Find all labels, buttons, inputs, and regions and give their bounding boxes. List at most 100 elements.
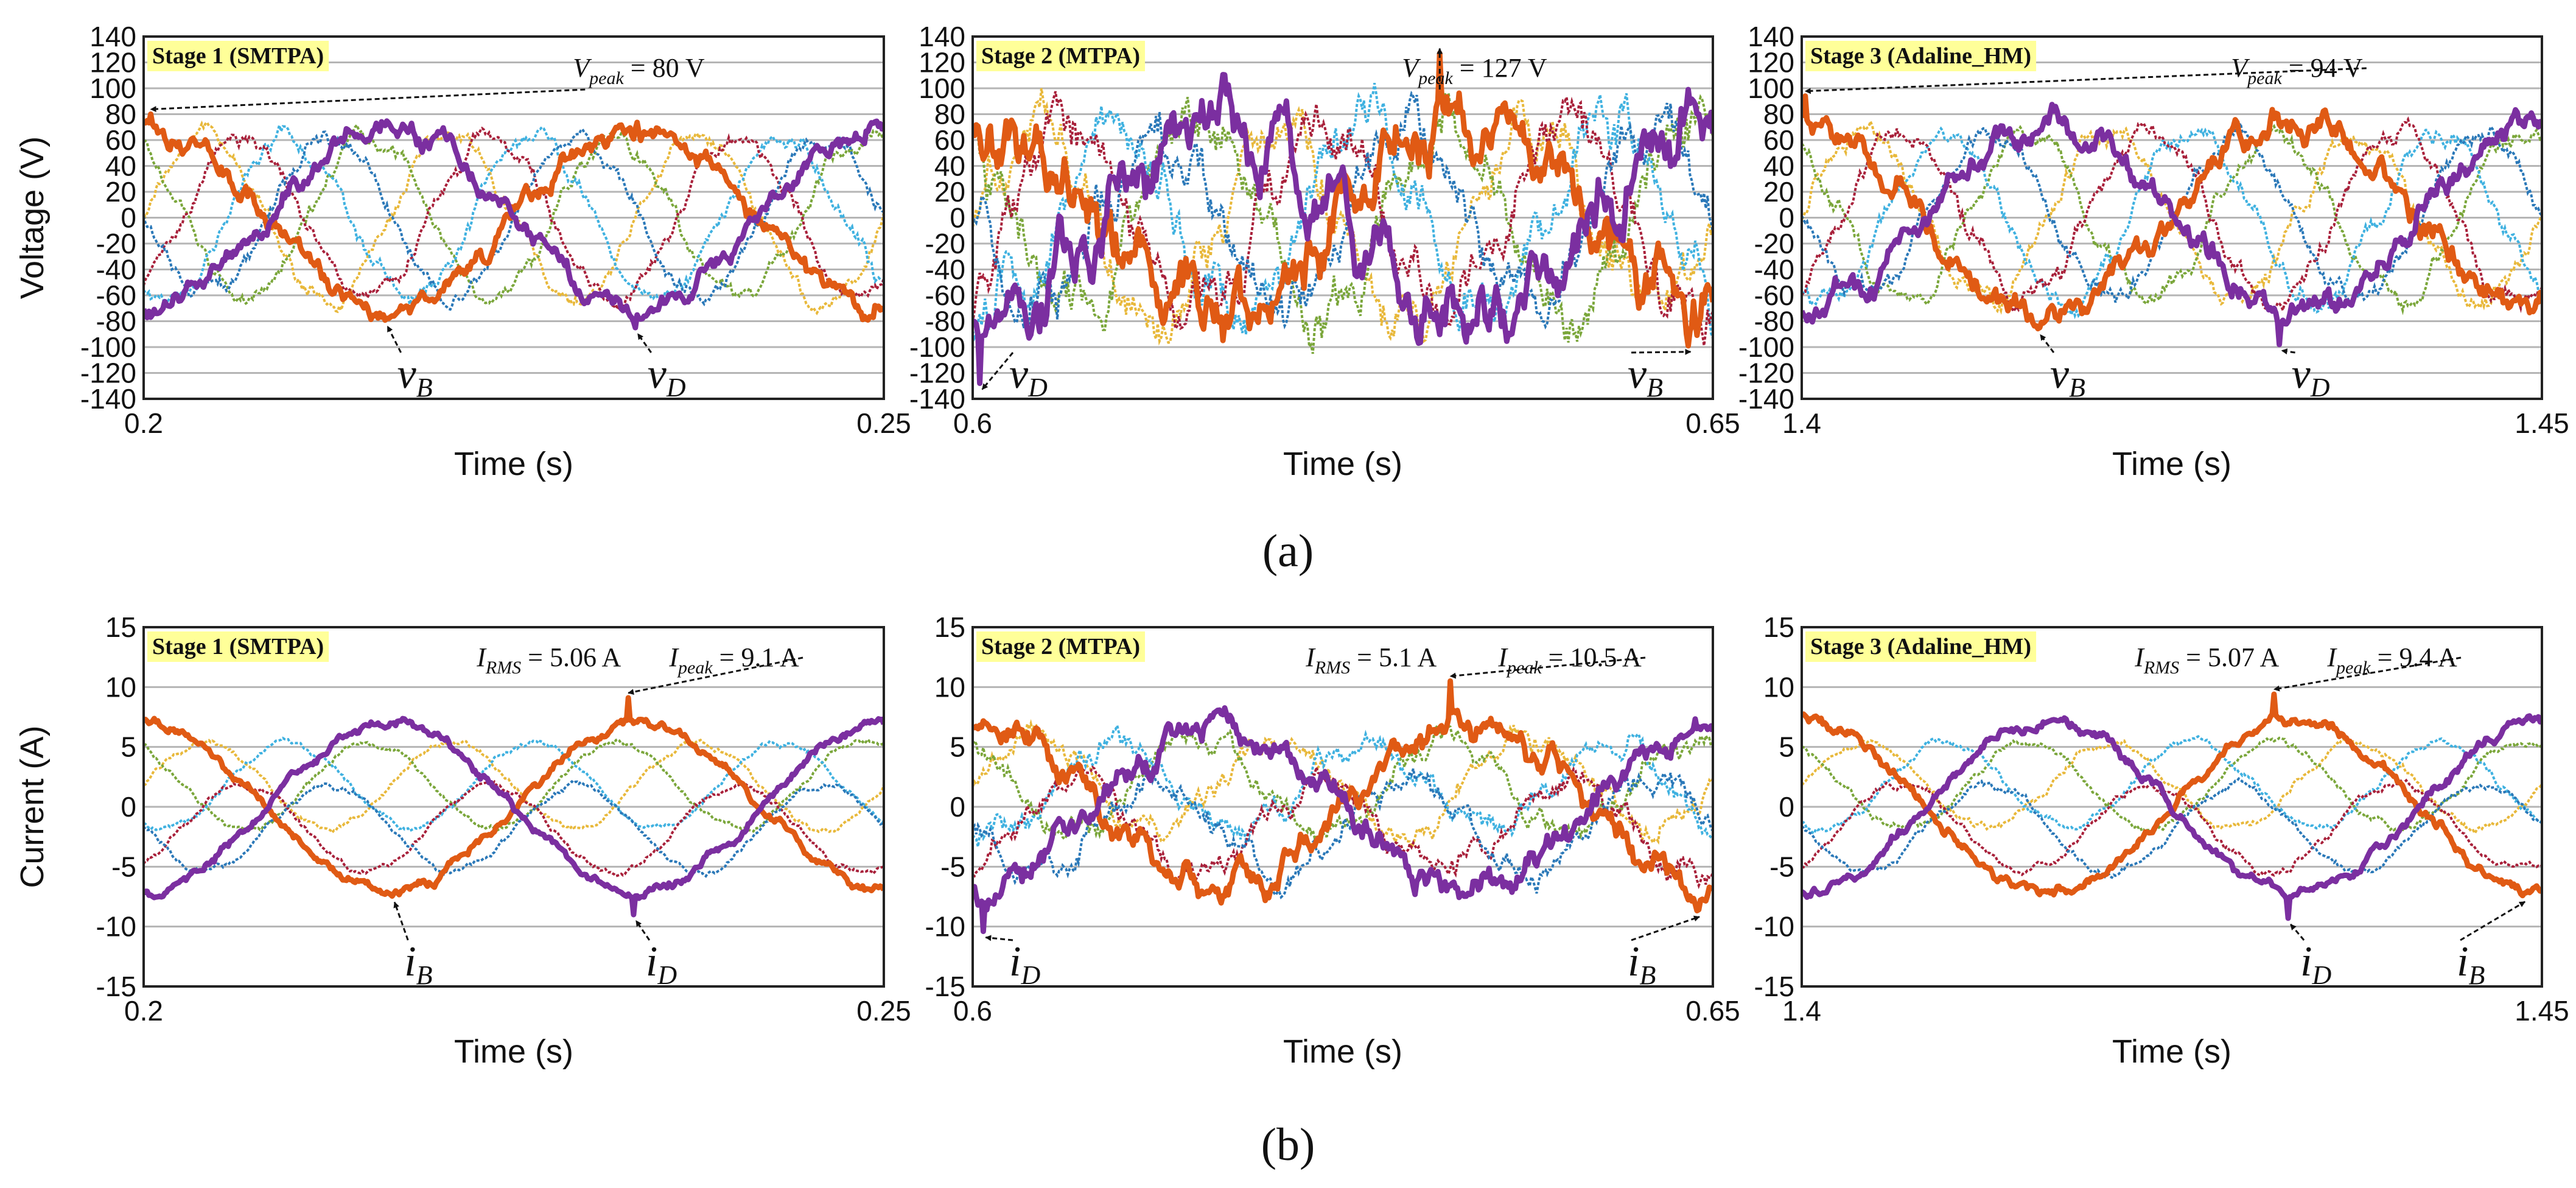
- y-tick-label: 100: [919, 72, 965, 104]
- stage-label: Stage 2 (MTPA): [981, 43, 1140, 69]
- signal-label-vd: vD: [1009, 351, 1048, 402]
- series-phase-d: [973, 705, 1713, 934]
- stage-label-bg: [147, 41, 329, 71]
- y-axis-title: Current (A): [14, 725, 51, 888]
- y-tick-label: 120: [919, 47, 965, 79]
- y-tick-label: 15: [105, 611, 136, 643]
- y-tick-label: -5: [111, 851, 136, 882]
- signal-label-ib: iB: [1628, 938, 1656, 990]
- signal-label-ib: iB: [2457, 938, 2485, 990]
- y-tick-label: 5: [121, 731, 136, 763]
- y-tick-label: 40: [1763, 150, 1794, 182]
- annotation: IRMS = 5.06 A: [476, 642, 621, 678]
- annotation-arrow: [1804, 67, 2367, 94]
- y-tick-label: -15: [1754, 971, 1794, 1002]
- y-tick-label: 60: [1763, 124, 1794, 156]
- y-tick-label: -40: [925, 254, 965, 286]
- series-phase-c: [144, 122, 884, 305]
- signal-label-arrow: [2289, 923, 2305, 941]
- y-tick-label: 10: [1763, 671, 1794, 703]
- x-tick-label: 1.45: [2515, 995, 2569, 1027]
- y-tick-label: -100: [909, 331, 965, 363]
- y-tick-label: -10: [1754, 911, 1794, 943]
- stage-label: Stage 1 (SMTPA): [152, 43, 324, 69]
- y-tick-label: -60: [96, 279, 136, 311]
- stage-label-bg: [976, 41, 1146, 71]
- series-phase-f: [144, 779, 884, 877]
- annotation-arrow: [150, 88, 586, 113]
- x-tick-label: 0.65: [1685, 407, 1740, 439]
- chart-panel-a3: -140-120-100-80-60-40-200204060801001201…: [1738, 21, 2569, 482]
- series-group: [973, 51, 1713, 386]
- x-axis-title: Time (s): [1283, 446, 1402, 482]
- y-tick-label: 5: [950, 731, 965, 763]
- x-tick-label: 0.25: [856, 407, 911, 439]
- signal-label-arrow: [387, 325, 402, 353]
- signal-label-vb: vB: [397, 351, 433, 402]
- signal-label-arrow: [1631, 348, 1692, 355]
- y-tick-label: -140: [80, 383, 136, 415]
- series-phase-d: [1802, 713, 2542, 921]
- y-tick-label: 20: [1763, 176, 1794, 208]
- y-tick-label: -20: [1754, 228, 1794, 259]
- y-tick-label: 80: [105, 99, 136, 130]
- y-tick-label: 100: [1748, 72, 1794, 104]
- y-axis-title: Voltage (V): [14, 136, 51, 299]
- panels: -140-120-100-80-60-40-200204060801001201…: [14, 21, 2569, 1070]
- y-tick-label: -120: [909, 357, 965, 389]
- caption-a: (a): [1262, 525, 1314, 577]
- chart-panel-b3: -15 -10 -5 0 5 10 15 1.4 1.45 Time (s) Stage 3 (Ad…: [1754, 611, 2569, 1070]
- x-axis-title: Time (s): [2112, 1033, 2231, 1070]
- y-tick-label: -80: [925, 306, 965, 337]
- series-phase-c: [973, 93, 1713, 354]
- x-tick-label: 0.2: [124, 407, 163, 439]
- annotation: Vpeak = 80 V: [573, 53, 705, 88]
- series-phase-c: [1802, 124, 2542, 315]
- stage-label: Stage 2 (MTPA): [981, 634, 1140, 659]
- plot-frame: [1801, 626, 2543, 988]
- y-tick-label: -140: [1738, 383, 1794, 415]
- y-tick-label: 0: [121, 202, 136, 234]
- x-tick-label: 0.6: [953, 995, 992, 1027]
- chart-panel-a2: -140-120-100-80-60-40-200204060801001201…: [909, 21, 1740, 482]
- plot-frame: [142, 35, 885, 400]
- y-tick-label: 120: [1748, 47, 1794, 79]
- signal-label-id: iD: [2300, 938, 2331, 990]
- x-tick-label: 0.2: [124, 995, 163, 1027]
- annotation: Vpeak = 127 V: [1402, 53, 1547, 88]
- annotation: Vpeak = 94 V: [2231, 53, 2363, 88]
- y-tick-label: 0: [1779, 791, 1794, 823]
- y-tick-label: -100: [80, 331, 136, 363]
- signal-label-arrow: [637, 333, 652, 353]
- x-tick-label: 1.4: [1782, 995, 1821, 1027]
- x-tick-label: 1.4: [1782, 407, 1821, 439]
- y-tick-label: -10: [925, 911, 965, 943]
- plot-frame: [1801, 35, 2543, 400]
- series-phase-e: [973, 722, 1713, 847]
- series-phase-d: [144, 715, 884, 918]
- stage-label: Stage 1 (SMTPA): [152, 634, 324, 659]
- signal-label-arrow: [2460, 901, 2526, 941]
- y-tick-label: -5: [940, 851, 965, 882]
- y-tick-label: 140: [1748, 21, 1794, 52]
- annotation: Ipeak = 9.4 A: [2326, 642, 2457, 678]
- plot-frame: [971, 35, 1714, 400]
- series-phase-g: [144, 779, 884, 878]
- stage-label-bg: [1805, 631, 2037, 662]
- y-tick-label: 15: [934, 611, 965, 643]
- signal-label-vb: vB: [2050, 351, 2085, 402]
- signal-label-id: iD: [1009, 938, 1040, 990]
- series-phase-d: [144, 118, 884, 331]
- y-tick-label: 10: [934, 671, 965, 703]
- series-phase-e: [973, 83, 1713, 342]
- stage-label: Stage 3 (Adaline_HM): [1810, 634, 2031, 659]
- stage-label-bg: [1805, 41, 2037, 71]
- y-tick-label: 10: [105, 671, 136, 703]
- series-phase-e: [144, 121, 884, 307]
- signal-label-vd: vD: [648, 351, 686, 402]
- x-tick-label: 0.25: [856, 995, 911, 1027]
- annotation: IRMS = 5.1 A: [1305, 642, 1437, 678]
- series-group: [144, 111, 884, 331]
- annotation: Ipeak = 9.1 A: [668, 642, 799, 678]
